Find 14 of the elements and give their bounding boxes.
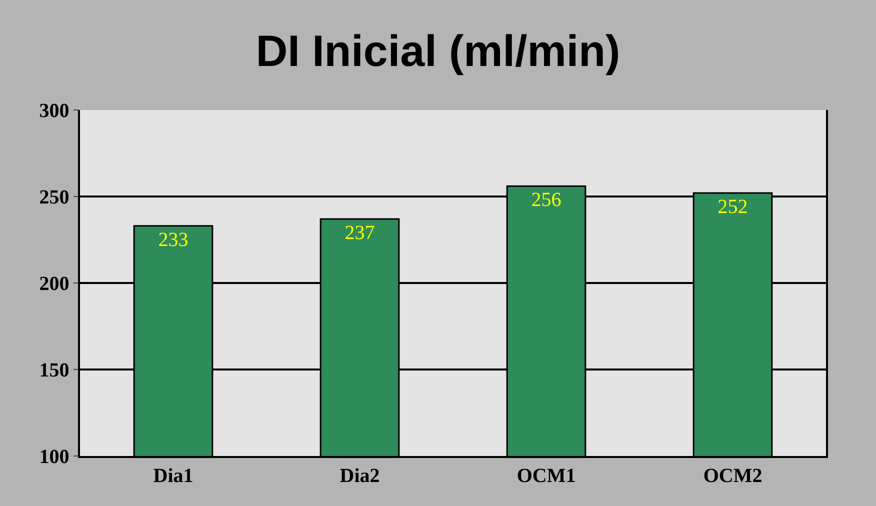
y-tick-label: 300 — [39, 100, 70, 122]
x-tick-label: Dia2 — [340, 464, 380, 487]
x-tick-label: OCM1 — [516, 464, 576, 487]
y-tick-label: 150 — [39, 360, 70, 382]
data-label: 252 — [718, 196, 748, 218]
y-tick-label: 200 — [39, 273, 70, 295]
data-label: 237 — [344, 222, 375, 244]
chart-title: DI Inicial (ml/min) — [256, 27, 620, 76]
y-tick-label: 100 — [39, 446, 70, 468]
y-tick-label: 250 — [39, 186, 70, 208]
x-tick-label: Dia1 — [153, 464, 194, 487]
x-tick-label: OCM2 — [703, 464, 762, 487]
data-label: 256 — [531, 189, 562, 212]
data-label: 233 — [158, 228, 188, 251]
